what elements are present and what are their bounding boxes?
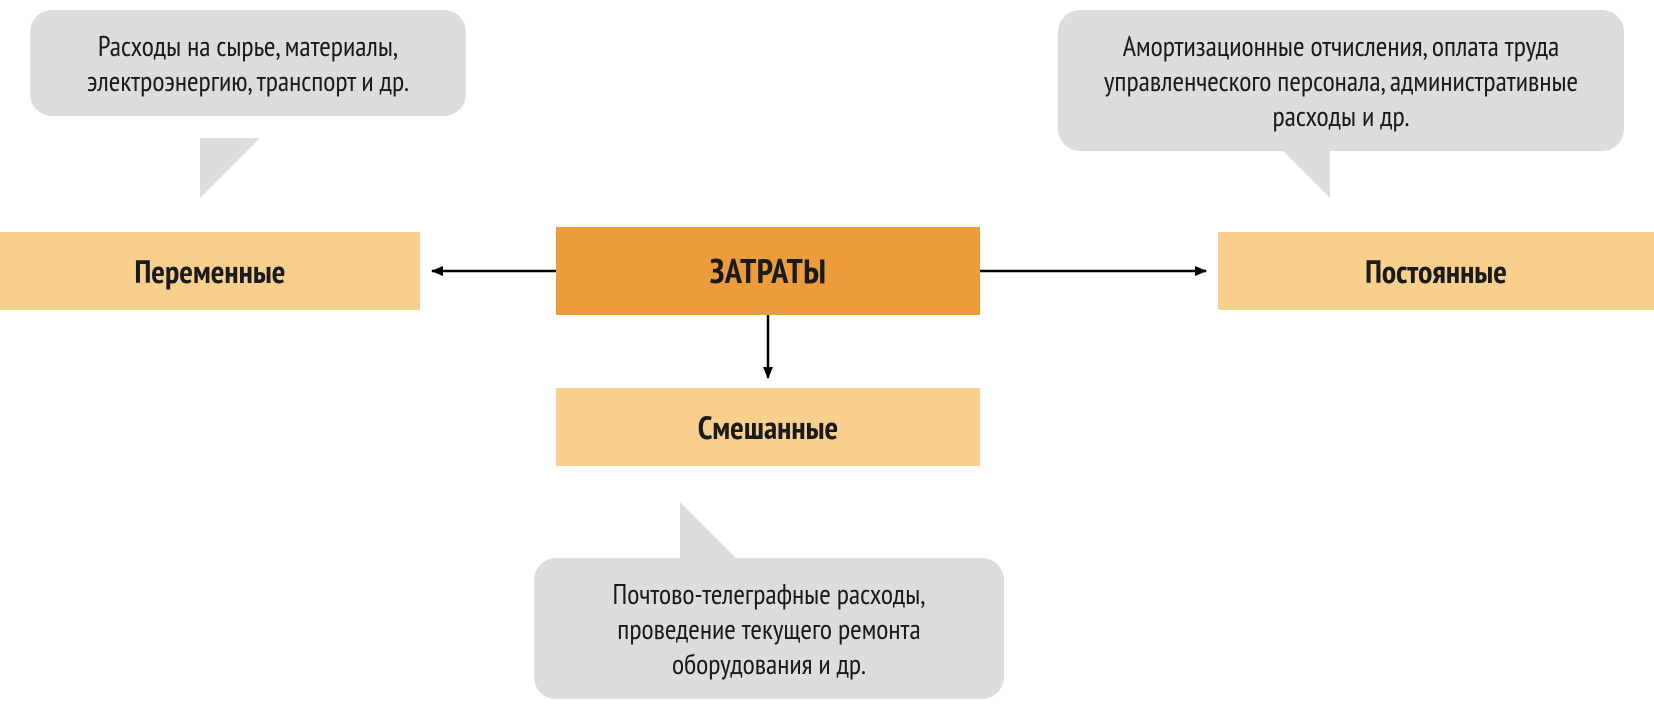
box-fixed-label: Постоянные [1365,250,1507,292]
speech-fixed-text: Амортизационные отчисления, оплата труда… [1104,27,1578,134]
speech-fixed-costs: Амортизационные отчисления, оплата труда… [1058,10,1624,151]
speech-fixed-tail [1270,138,1330,198]
box-variable: Переменные [0,232,420,310]
speech-mixed-text: Почтово-телеграфные расходы, проведение … [613,575,926,682]
speech-variable-text: Расходы на сырье, материалы, электроэнер… [87,27,409,99]
box-center: ЗАТРАТЫ [556,227,980,315]
speech-mixed-costs: Почтово-телеграфные расходы, проведение … [534,558,1004,699]
box-fixed: Постоянные [1218,232,1654,310]
box-mixed: Смешанные [556,388,980,466]
speech-mixed-tail [680,502,740,562]
box-mixed-label: Смешанные [698,406,838,448]
diagram-stage: Расходы на сырье, материалы, электроэнер… [0,0,1654,725]
speech-variable-costs: Расходы на сырье, материалы, электроэнер… [30,10,466,116]
box-variable-label: Переменные [135,250,286,292]
speech-variable-tail [200,138,260,198]
box-center-label: ЗАТРАТЫ [710,249,827,293]
